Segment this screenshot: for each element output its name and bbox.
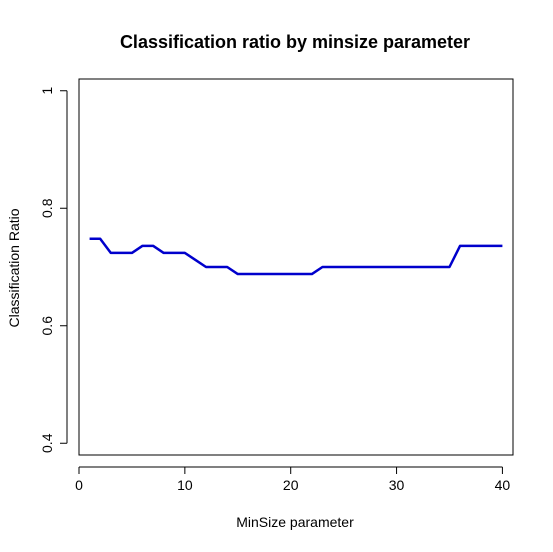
y-axis-label: Classification Ratio (6, 208, 22, 327)
y-tick-label: 0.4 (39, 433, 55, 453)
series-line (89, 237, 503, 276)
chart-title: Classification ratio by minsize paramete… (120, 32, 470, 52)
x-tick-label: 0 (75, 477, 83, 493)
x-tick-label: 20 (283, 477, 299, 493)
x-axis: 0 10 20 30 40 (75, 466, 511, 493)
plot-frame (78, 78, 514, 456)
y-tick-label: 0.8 (39, 198, 55, 218)
y-tick-label: 1 (39, 87, 55, 95)
x-axis-label: MinSize parameter (236, 514, 354, 530)
y-tick-label: 0.6 (39, 316, 55, 336)
series-layer (89, 237, 503, 276)
x-tick-label: 40 (495, 477, 511, 493)
x-tick-label: 10 (177, 477, 193, 493)
x-tick-label: 30 (389, 477, 405, 493)
y-axis: 0.4 0.6 0.8 1 (39, 87, 68, 453)
